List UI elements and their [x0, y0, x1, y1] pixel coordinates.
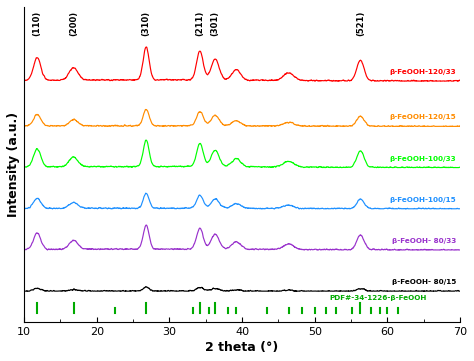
Text: PDF#-34-1226-β-FeOOH: PDF#-34-1226-β-FeOOH — [329, 295, 427, 301]
X-axis label: 2 theta (°): 2 theta (°) — [205, 341, 279, 354]
Text: (521): (521) — [356, 10, 365, 36]
Text: β-FeOOH-120/33: β-FeOOH-120/33 — [390, 69, 456, 75]
Text: β-FeOOH-100/33: β-FeOOH-100/33 — [390, 156, 456, 161]
Text: (200): (200) — [69, 11, 78, 36]
Text: (211): (211) — [195, 10, 204, 36]
Text: (310): (310) — [142, 11, 151, 36]
Text: (110): (110) — [33, 10, 42, 36]
Text: β-FeOOH-100/15: β-FeOOH-100/15 — [390, 197, 456, 203]
Text: β-FeOOH-120/15: β-FeOOH-120/15 — [390, 114, 456, 120]
Y-axis label: Intensity (a.u.): Intensity (a.u.) — [7, 112, 20, 217]
Text: (301): (301) — [210, 11, 219, 36]
Text: β-FeOOH- 80/33: β-FeOOH- 80/33 — [392, 238, 456, 244]
Text: β-FeOOH- 80/15: β-FeOOH- 80/15 — [392, 279, 456, 285]
